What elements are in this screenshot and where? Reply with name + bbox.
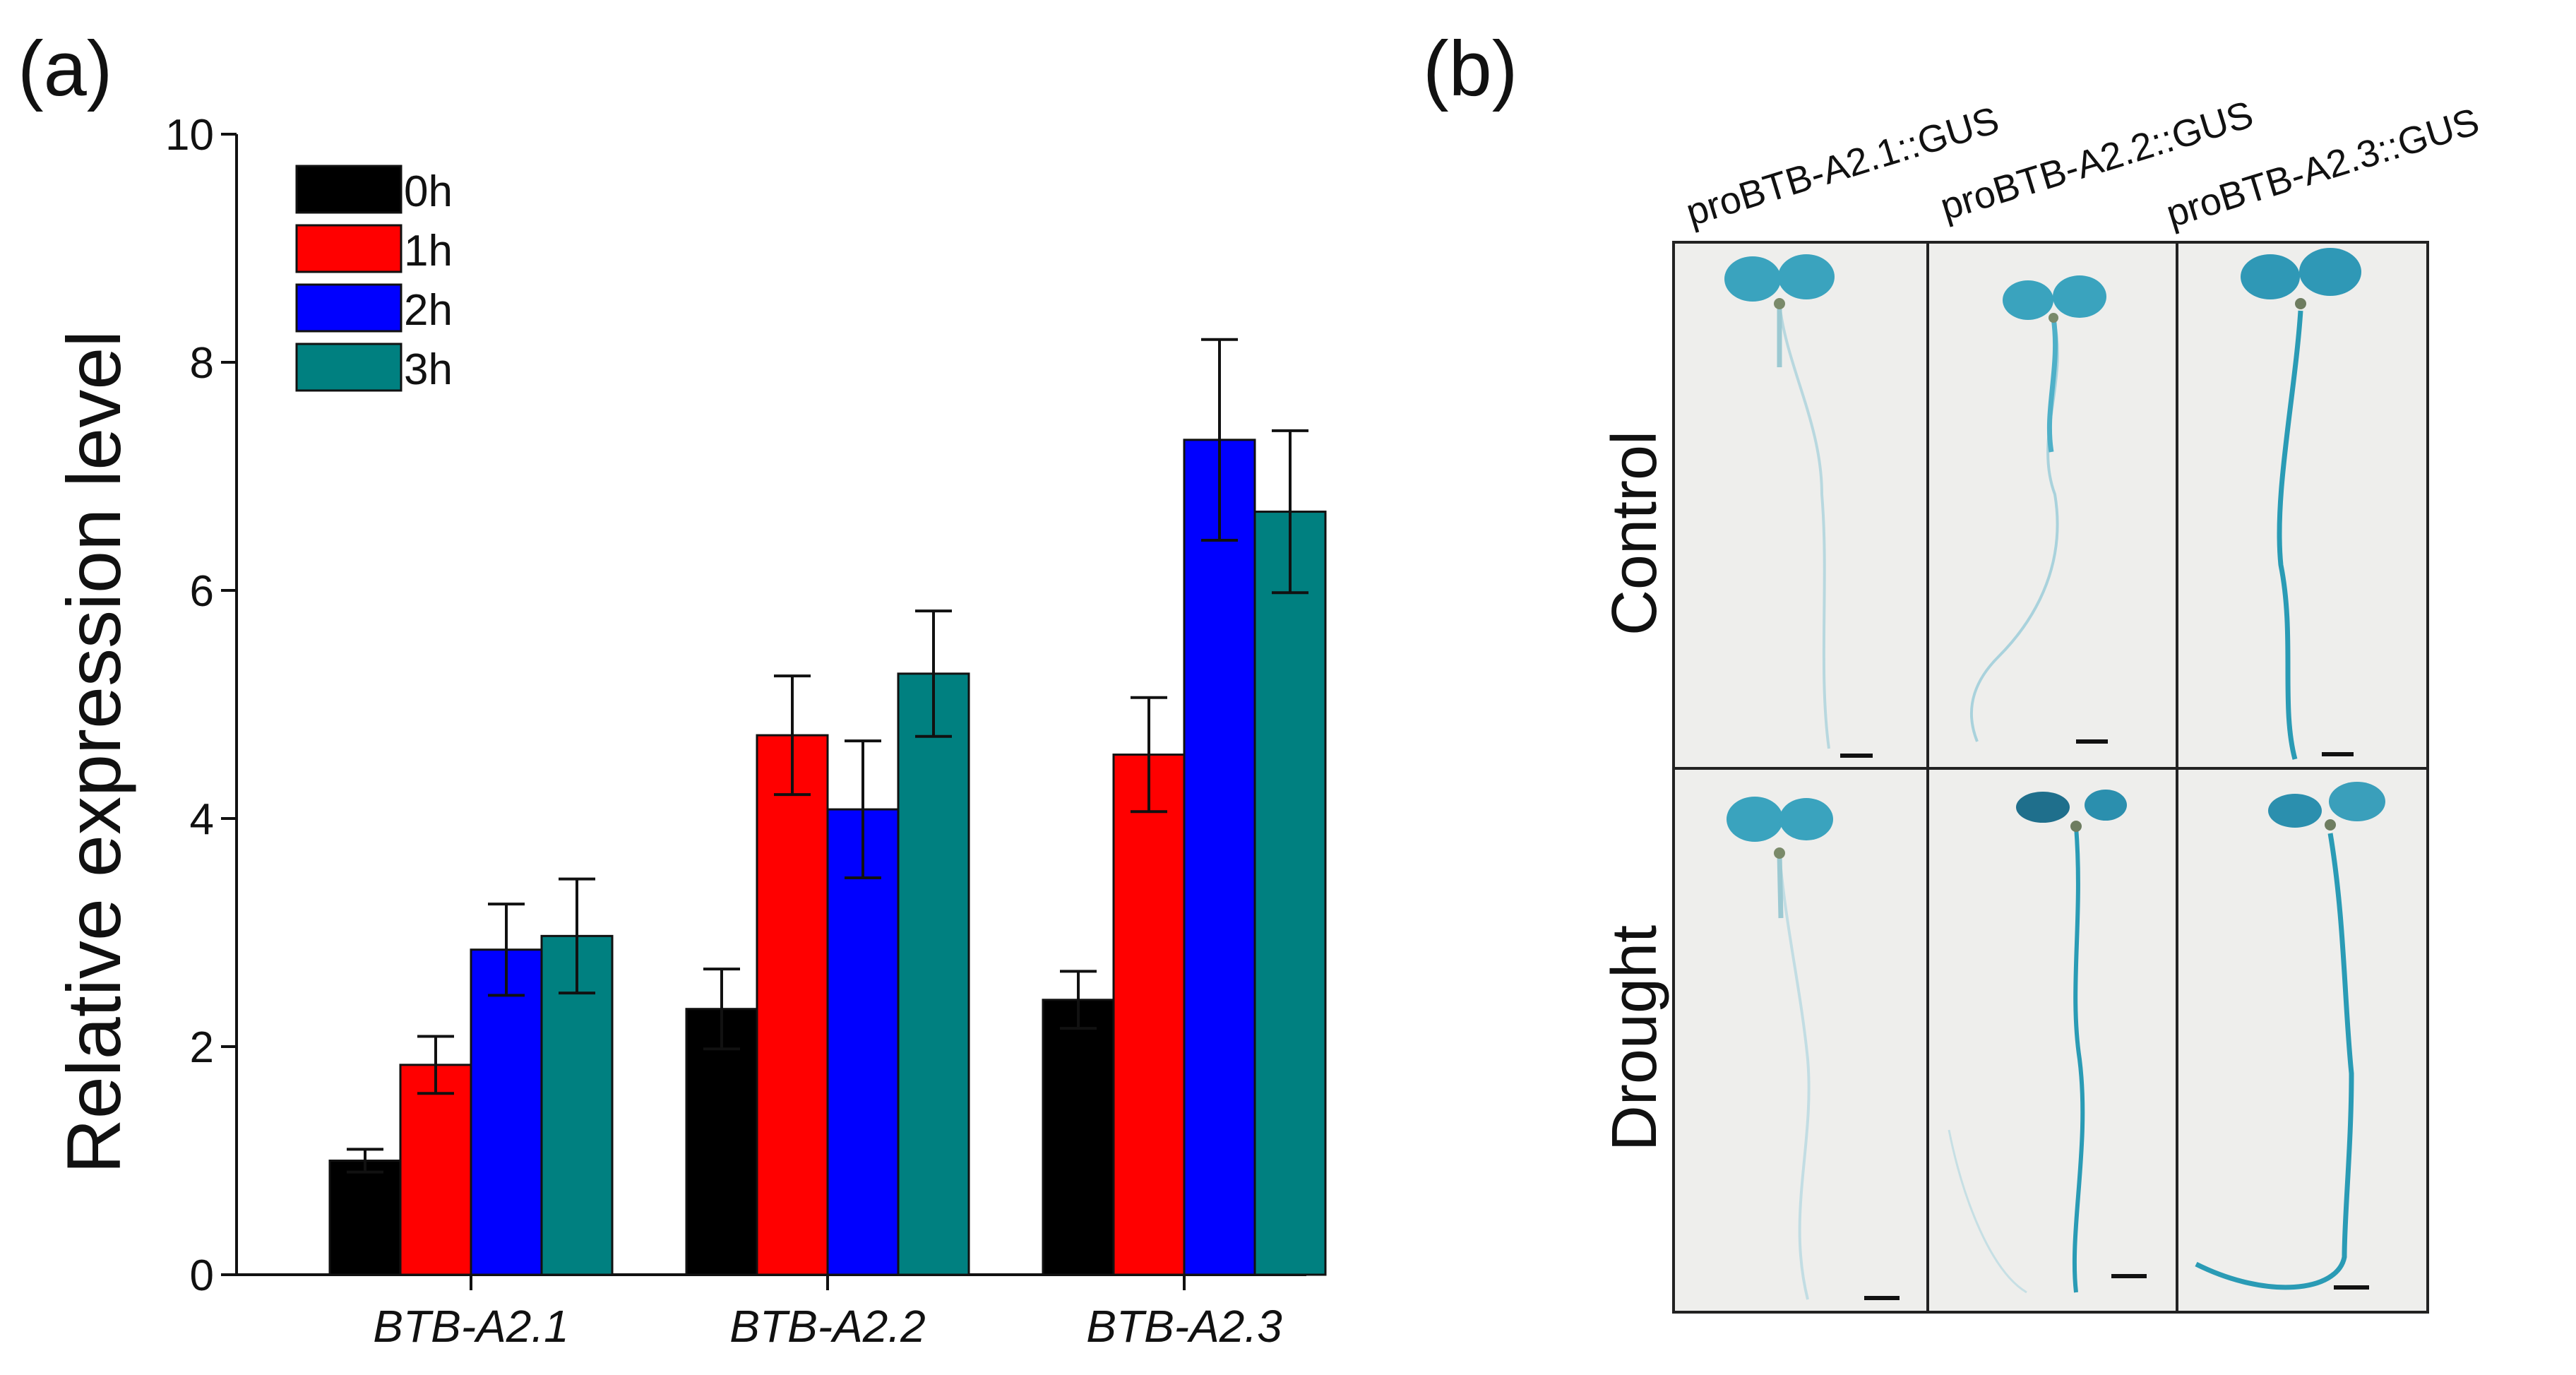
panel-a-label: (a): [18, 25, 112, 112]
row-label-drought: Drought: [1599, 925, 1670, 1151]
scale-bars: [1840, 739, 2369, 1300]
seedling-drought-a2-2: [1948, 790, 2127, 1294]
y-axis-label: Relative expression level: [51, 331, 136, 1174]
bar: [756, 734, 829, 1276]
row-label-control: Control: [1599, 431, 1670, 636]
seedling-control-a2-3: [2241, 248, 2361, 760]
bar: [399, 1064, 472, 1276]
y-tick-label: 6: [190, 567, 214, 616]
legend-swatch: [295, 165, 402, 214]
legend-label: 1h: [404, 227, 453, 275]
legend-swatch: [295, 224, 402, 273]
bar: [1253, 511, 1327, 1276]
x-tick-label: BTB-A2.1: [373, 1301, 568, 1352]
legend: 0h 1h 2h 3h: [295, 165, 453, 394]
y-tick-label: 10: [165, 111, 214, 160]
bar: [328, 1160, 402, 1276]
y-tick-label: 4: [190, 795, 214, 844]
legend-label: 3h: [404, 345, 453, 394]
legend-label: 2h: [404, 286, 453, 335]
panel-b-label: (b): [1423, 25, 1517, 112]
seedling-drought-a2-1: [1727, 797, 1833, 1300]
legend-swatch: [295, 343, 402, 392]
y-axis: 0 2 4 6 8 10: [165, 111, 238, 1300]
bar: [470, 948, 543, 1276]
gus-staining-panel: proBTB-A2.1::GUS proBTB-A2.2::GUS proBTB…: [1599, 93, 2484, 1314]
bar: [1183, 439, 1256, 1276]
bar: [897, 672, 970, 1276]
legend-swatch: [295, 283, 402, 333]
image-grid-borders: [1672, 241, 2429, 1314]
y-tick-label: 8: [190, 339, 214, 388]
seedling-control-a2-1: [1724, 254, 1835, 749]
y-tick-label: 2: [190, 1023, 214, 1072]
image-cell-drought-a2-3: [2177, 768, 2428, 1312]
image-cell-control-a2-3: [2177, 242, 2428, 768]
seedling-drought-a2-3: [2195, 782, 2385, 1290]
bar: [826, 808, 900, 1276]
bar: [685, 1008, 758, 1276]
y-tick-label: 0: [190, 1251, 214, 1300]
bar: [1042, 999, 1115, 1276]
x-tick-label: BTB-A2.2: [729, 1301, 925, 1352]
bar-chart: Relative expression level 0 2 4 6 8 10 BTB-A2…: [51, 111, 1327, 1352]
x-tick-label: BTB-A2.3: [1086, 1301, 1282, 1352]
x-axis: BTB-A2.1 BTB-A2.2 BTB-A2.3: [237, 1273, 1306, 1352]
image-cell-drought-a2-2: [1928, 768, 2177, 1312]
legend-label: 0h: [404, 167, 453, 216]
seedling-control-a2-2: [1970, 275, 2106, 742]
image-cell-control-a2-1: [1674, 242, 1928, 768]
bar: [1112, 754, 1186, 1276]
bars: [328, 338, 1327, 1276]
